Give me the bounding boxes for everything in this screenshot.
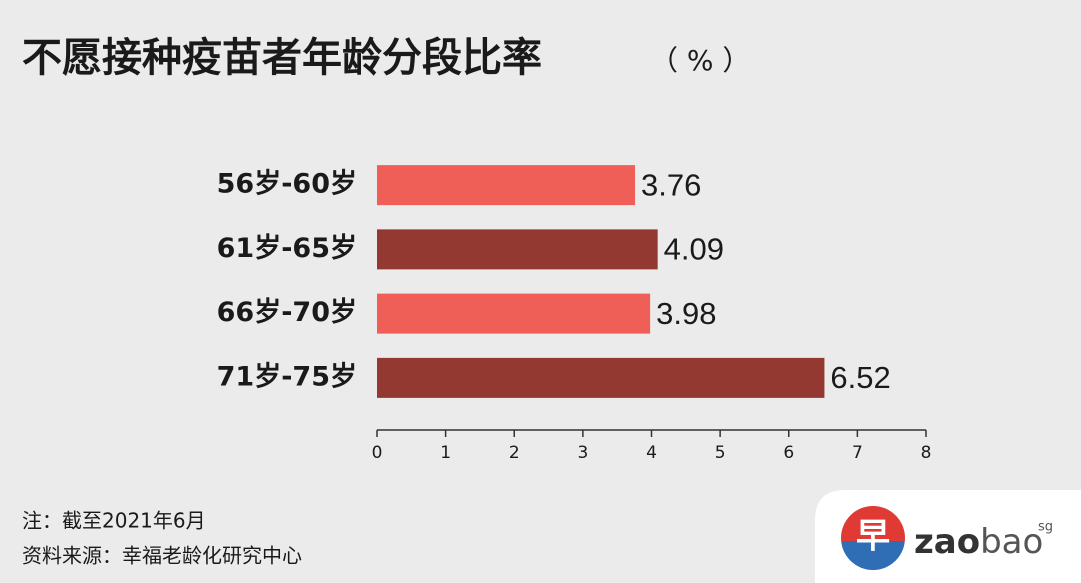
bar [377, 357, 825, 398]
source: 资料来源：幸福老龄化研究中心 [22, 544, 302, 568]
x-tick-label: 0 [372, 443, 383, 463]
x-tick-label: 7 [852, 443, 863, 463]
bar [377, 229, 658, 270]
bar [377, 293, 651, 334]
y-tick-label: 71岁-75岁 [217, 361, 357, 392]
value-label: 6.52 [830, 360, 890, 395]
logo-suffix: sg [1038, 520, 1053, 535]
x-tick-label: 1 [440, 443, 451, 463]
bar [377, 165, 636, 206]
value-label: 4.09 [664, 232, 724, 267]
x-tick-label: 2 [509, 443, 520, 463]
x-tick-label: 4 [646, 443, 657, 463]
x-tick-label: 6 [783, 443, 794, 463]
x-tick-label: 3 [577, 443, 588, 463]
y-tick-label: 56岁-60岁 [217, 169, 357, 200]
logo: 早 zaobao sg [815, 490, 1081, 583]
y-tick-label: 61岁-65岁 [217, 233, 357, 264]
y-tick-label: 66岁-70岁 [217, 297, 357, 328]
value-label: 3.76 [641, 167, 701, 202]
logo-name: zaobao [914, 522, 1043, 562]
logo-name-bold: zao [914, 522, 980, 562]
logo-name-light: bao [980, 522, 1043, 562]
note: 注：截至2021年6月 [22, 509, 206, 533]
chart-title: 不愿接种疫苗者年龄分段比率 [22, 35, 542, 81]
value-label: 3.98 [656, 296, 716, 331]
x-tick-label: 8 [921, 443, 932, 463]
x-tick-label: 5 [715, 443, 726, 463]
logo-mark: 早 [856, 517, 890, 557]
unit-label: （ % ） [650, 44, 750, 77]
